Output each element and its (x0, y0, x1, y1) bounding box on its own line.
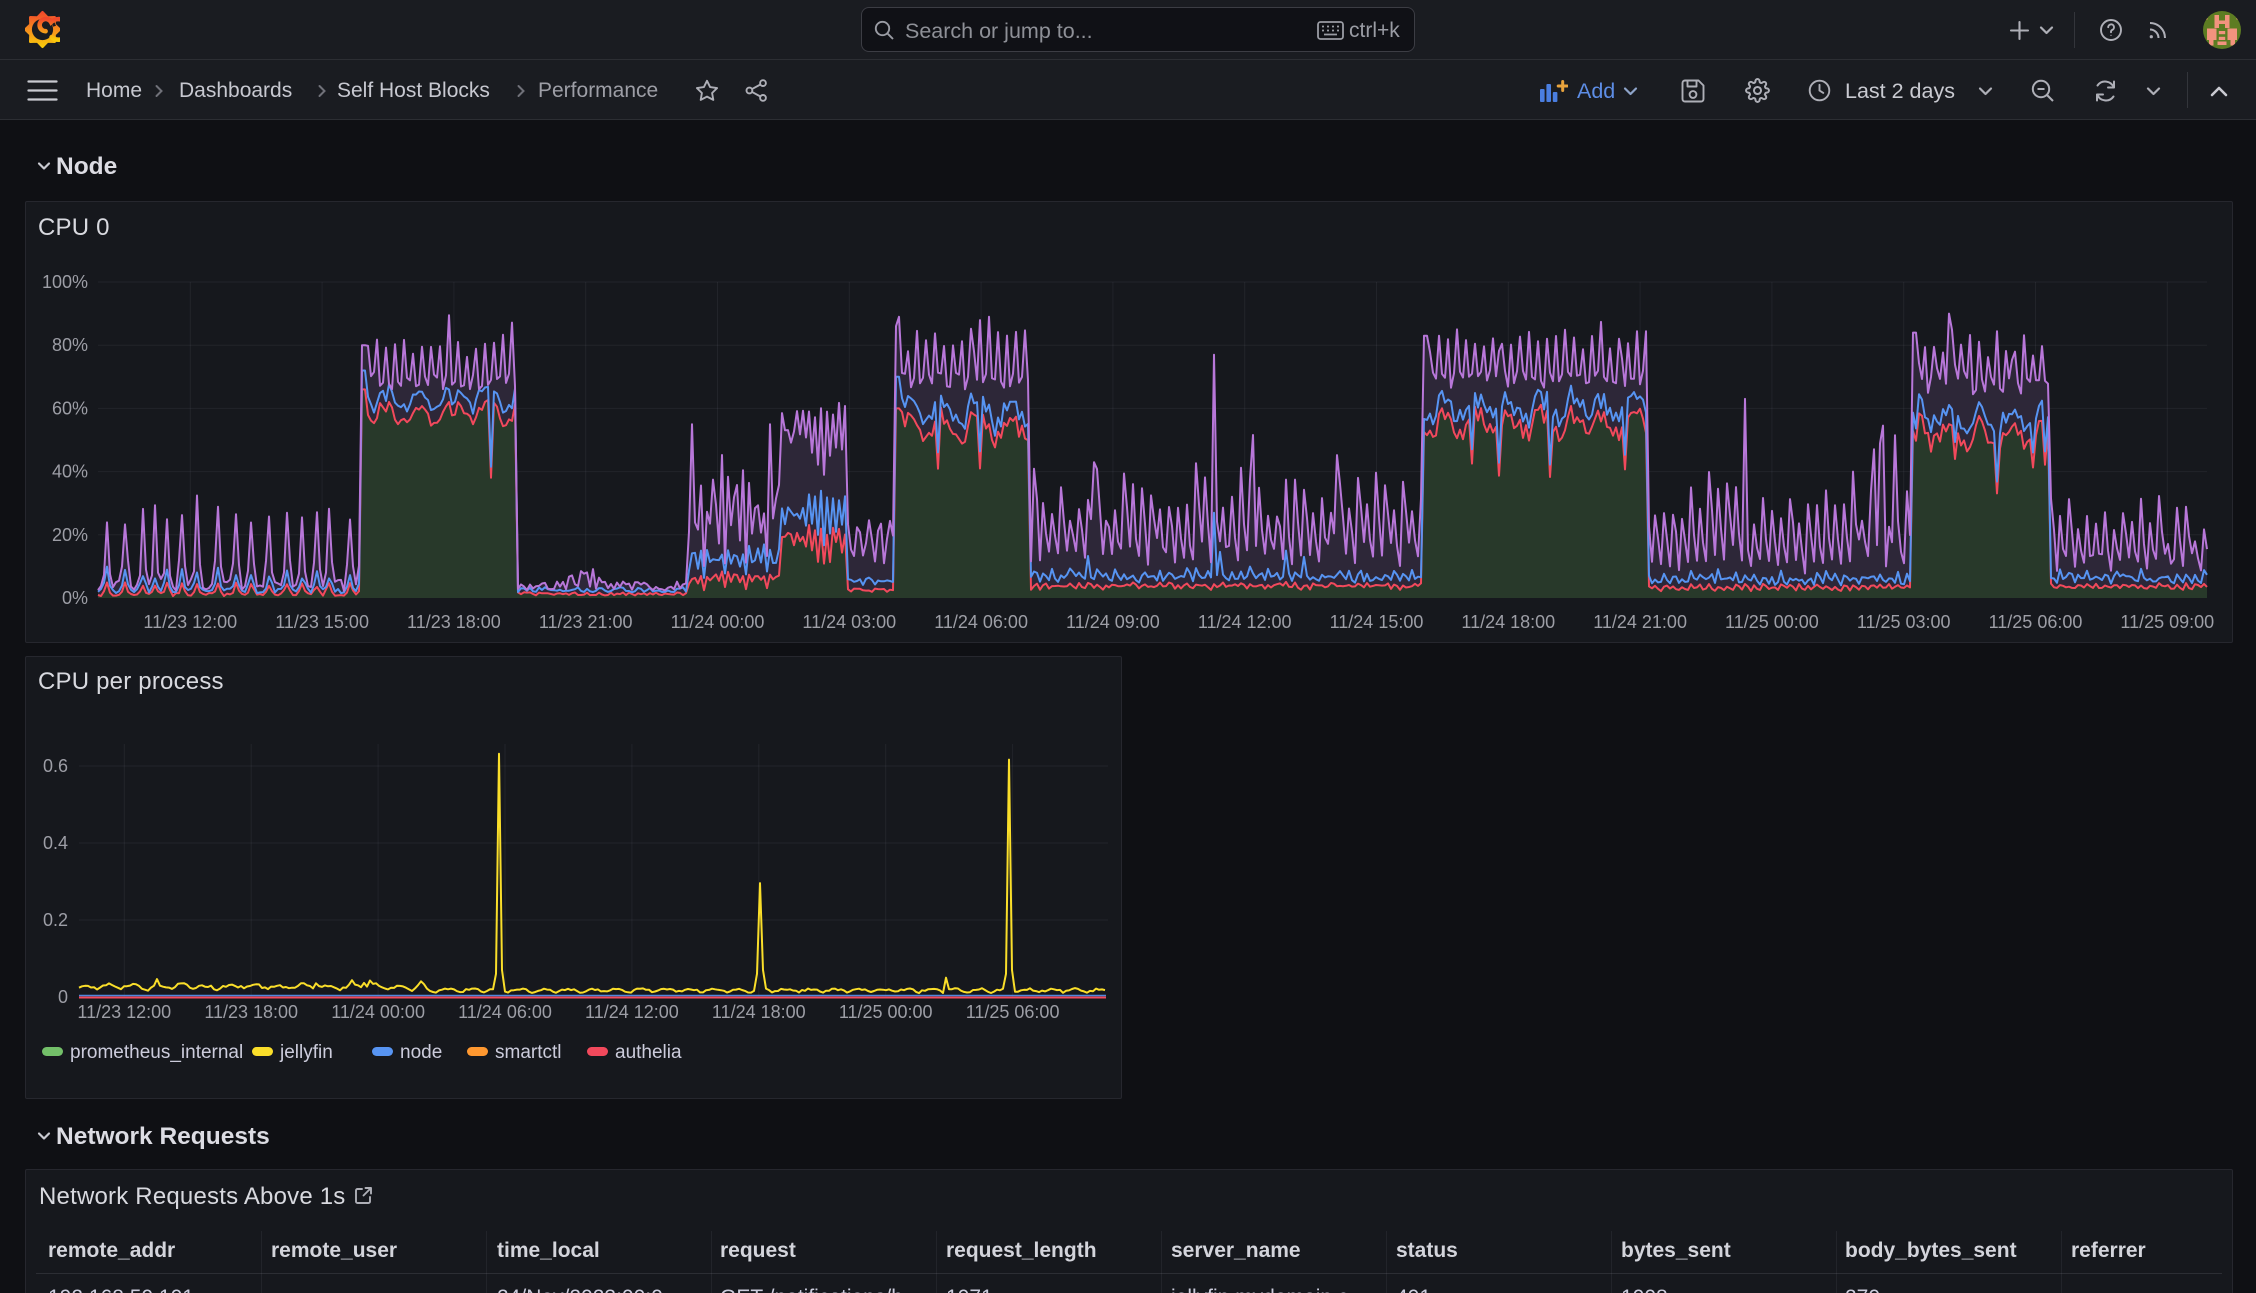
svg-text:11/23 21:00: 11/23 21:00 (539, 612, 633, 632)
svg-text:11/24 12:00: 11/24 12:00 (1198, 612, 1292, 632)
svg-text:11/24 21:00: 11/24 21:00 (1593, 612, 1687, 632)
svg-text:11/24 06:00: 11/24 06:00 (934, 612, 1028, 632)
svg-text:11/24 03:00: 11/24 03:00 (802, 612, 896, 632)
svg-text:40%: 40% (52, 462, 88, 482)
svg-text:20%: 20% (52, 525, 88, 545)
svg-text:11/24 18:00: 11/24 18:00 (712, 1002, 806, 1022)
svg-text:11/24 18:00: 11/24 18:00 (1461, 612, 1555, 632)
svg-text:11/25 09:00: 11/25 09:00 (2120, 612, 2214, 632)
svg-text:11/23 12:00: 11/23 12:00 (143, 612, 237, 632)
svg-text:0%: 0% (62, 588, 88, 608)
svg-text:11/23 18:00: 11/23 18:00 (407, 612, 501, 632)
svg-text:node: node (400, 1042, 442, 1063)
svg-text:11/24 12:00: 11/24 12:00 (585, 1002, 679, 1022)
svg-text:11/25 00:00: 11/25 00:00 (1725, 612, 1819, 632)
svg-text:11/24 00:00: 11/24 00:00 (331, 1002, 425, 1022)
svg-text:prometheus_internal: prometheus_internal (70, 1042, 243, 1063)
svg-text:11/24 06:00: 11/24 06:00 (458, 1002, 552, 1022)
svg-text:11/23 12:00: 11/23 12:00 (77, 1002, 171, 1022)
svg-text:0.4: 0.4 (43, 833, 68, 853)
svg-text:smartctl: smartctl (495, 1042, 562, 1063)
svg-text:100%: 100% (42, 272, 88, 292)
svg-text:11/25 00:00: 11/25 00:00 (839, 1002, 933, 1022)
svg-text:60%: 60% (52, 398, 88, 418)
svg-text:11/24 15:00: 11/24 15:00 (1330, 612, 1424, 632)
svg-text:11/23 18:00: 11/23 18:00 (204, 1002, 298, 1022)
svg-text:11/23 15:00: 11/23 15:00 (275, 612, 369, 632)
svg-text:11/25 06:00: 11/25 06:00 (966, 1002, 1060, 1022)
svg-text:0: 0 (58, 987, 68, 1007)
svg-text:11/25 06:00: 11/25 06:00 (1989, 612, 2083, 632)
svg-text:0.6: 0.6 (43, 756, 68, 776)
svg-text:11/24 00:00: 11/24 00:00 (671, 612, 765, 632)
svg-text:11/24 09:00: 11/24 09:00 (1066, 612, 1160, 632)
svg-text:80%: 80% (52, 335, 88, 355)
svg-text:jellyfin: jellyfin (279, 1042, 333, 1063)
svg-text:0.2: 0.2 (43, 910, 68, 930)
svg-text:11/25 03:00: 11/25 03:00 (1857, 612, 1951, 632)
svg-text:authelia: authelia (615, 1042, 682, 1063)
